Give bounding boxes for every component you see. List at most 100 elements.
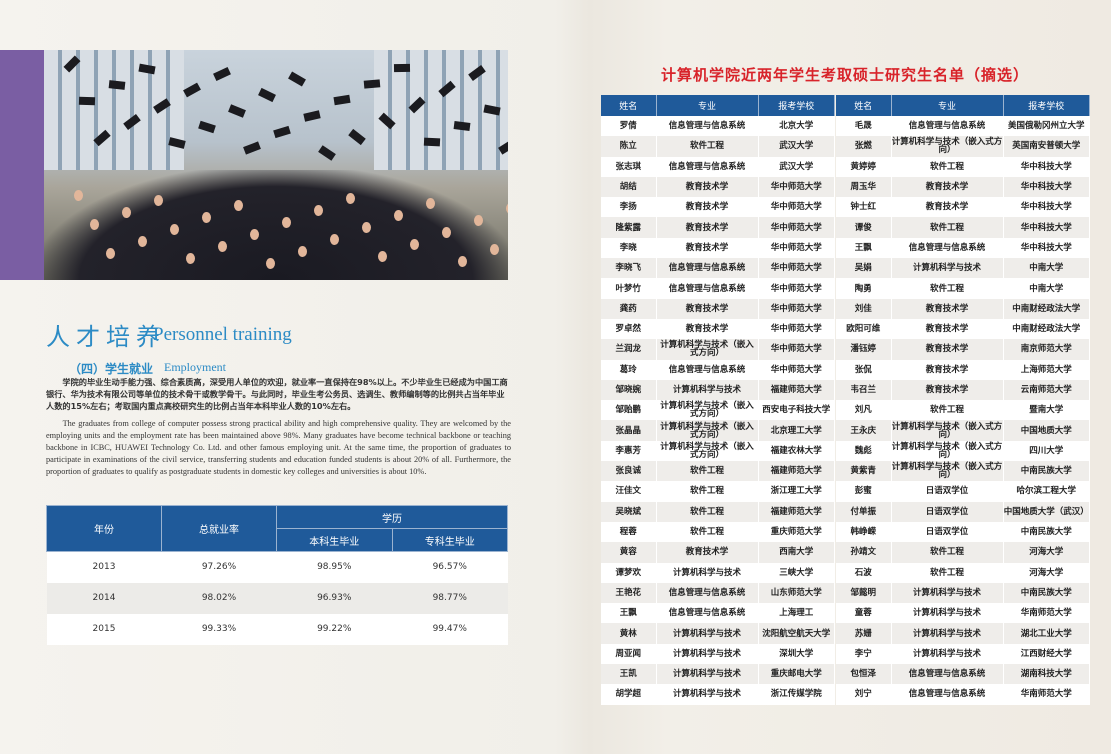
face-shape (234, 200, 243, 211)
table-row: 罗倩 信息管理与信息系统 北京大学 (601, 116, 835, 137)
table-row: 兰润龙 计算机科学与技术（嵌入式方向） 华中师范大学 (601, 339, 835, 360)
name-cell: 张志琪 (601, 156, 657, 177)
face-shape (154, 195, 163, 206)
bachelor-rate-cell: 96.93% (276, 582, 392, 614)
major-cell: 计算机科学与技术（嵌入式方向） (656, 440, 759, 462)
table-row: 龚药 教育技术学 华中师范大学 (601, 298, 835, 319)
major-cell: 教育技术学 (656, 318, 759, 340)
major-cell: 教育技术学 (891, 318, 1004, 340)
face-shape (314, 205, 323, 216)
graduation-cap-shape (78, 96, 96, 106)
graduation-photo (44, 50, 508, 280)
year-cell: 2015 (46, 613, 162, 645)
table-row: 刘宁 信息管理与信息系统 华南师范大学 (836, 684, 1090, 705)
table-row: 钟士红 教育技术学 华中科技大学 (836, 197, 1090, 218)
major-cell: 教育技术学 (656, 298, 759, 319)
major-cell: 计算机科学与技术 (891, 582, 1004, 604)
school-cell: 上海理工 (758, 603, 835, 624)
name-cell: 吴晓斌 (601, 501, 657, 522)
school-cell: 华中师范大学 (758, 237, 835, 259)
major-cell: 信息管理与信息系统 (656, 258, 759, 279)
table-row: 苏姗 计算机科学与技术 湖北工业大学 (836, 623, 1090, 644)
name-cell: 隆紫露 (601, 217, 657, 238)
table-row: 石波 软件工程 河海大学 (836, 562, 1090, 583)
header-major: 专业 (656, 95, 759, 116)
face-shape (170, 224, 179, 235)
school-cell: 河海大学 (1003, 542, 1090, 563)
bachelor-rate-cell: 99.22% (276, 613, 392, 645)
table-row: 吴娟 计算机科学与技术 中南大学 (836, 258, 1090, 279)
face-shape (474, 215, 483, 226)
face-shape (442, 227, 451, 238)
name-cell: 孙靖文 (836, 542, 892, 563)
name-cell: 谭俊 (836, 217, 892, 238)
school-cell: 中南财经政法大学 (1003, 298, 1090, 319)
name-cell: 王艳花 (601, 582, 657, 604)
major-cell: 日语双学位 (891, 501, 1004, 522)
name-cell: 罗卓然 (601, 318, 657, 340)
table-row: 胡结 教育技术学 华中师范大学 (601, 176, 835, 198)
junior-rate-cell: 98.77% (392, 582, 508, 614)
table-row: 韩峥嵘 日语双学位 中南民族大学 (836, 521, 1090, 543)
face-shape (410, 239, 419, 250)
table-row: 韦召兰 教育技术学 云南师范大学 (836, 379, 1090, 401)
major-cell: 信息管理与信息系统 (656, 603, 759, 624)
table-row: 魏彪 计算机科学与技术（嵌入式方向） 四川大学 (836, 440, 1090, 462)
table-row: 王艳花 信息管理与信息系统 山东师范大学 (601, 582, 835, 604)
major-cell: 软件工程 (891, 562, 1004, 583)
school-cell: 浙江理工大学 (758, 481, 835, 502)
name-cell: 童蓉 (836, 603, 892, 624)
school-cell: 华中师范大学 (758, 176, 835, 198)
major-cell: 信息管理与信息系统 (891, 664, 1004, 685)
major-cell: 软件工程 (656, 521, 759, 543)
major-cell: 教育技术学 (656, 542, 759, 563)
total-rate-cell: 98.02% (161, 582, 277, 614)
graduation-cap-shape (273, 125, 291, 139)
major-cell: 教育技术学 (891, 339, 1004, 360)
graduation-cap-shape (348, 128, 366, 146)
table-row: 叶梦竹 信息管理与信息系统 华中师范大学 (601, 278, 835, 299)
major-cell: 信息管理与信息系统 (656, 582, 759, 604)
table-row: 邹晓婉 计算机科学与技术 福建师范大学 (601, 379, 835, 401)
name-cell: 付单振 (836, 501, 892, 522)
school-cell: 西南大学 (758, 542, 835, 563)
table-row: 王永庆 计算机科学与技术（嵌入式方向） 中国地质大学 (836, 420, 1090, 441)
major-cell: 计算机科学与技术 (891, 623, 1004, 644)
school-cell: 沈阳航空航天大学 (758, 623, 835, 644)
table-row: 邹贻鹏 计算机科学与技术（嵌入式方向） 西安电子科技大学 (601, 400, 835, 421)
school-cell: 北京理工大学 (758, 420, 835, 441)
name-cell: 邹贻鹏 (601, 400, 657, 421)
name-cell: 刘凡 (836, 400, 892, 421)
graduation-cap-shape (318, 145, 336, 161)
school-cell: 福建师范大学 (758, 379, 835, 401)
section-title-cn: 人才培养 (46, 323, 166, 351)
school-cell: 中南财经政法大学 (1003, 318, 1090, 340)
school-cell: 华中师范大学 (758, 359, 835, 380)
table-row: 邹懿明 计算机科学与技术 中南民族大学 (836, 582, 1090, 604)
table-row: 周玉华 教育技术学 华中科技大学 (836, 176, 1090, 198)
table-row: 2015 99.33% 99.22% 99.47% (46, 613, 508, 645)
school-cell: 西安电子科技大学 (758, 400, 835, 421)
school-cell: 中国地质大学（武汉） (1003, 501, 1090, 522)
name-cell: 程蓉 (601, 521, 657, 543)
major-cell: 软件工程 (656, 481, 759, 502)
major-cell: 软件工程 (891, 542, 1004, 563)
table-row: 张良诚 软件工程 福建师范大学 (601, 461, 835, 482)
table-row: 罗卓然 教育技术学 华中师范大学 (601, 318, 835, 340)
name-cell: 李惠芳 (601, 440, 657, 462)
table-row: 毛晟 信息管理与信息系统 美国俄勒冈州立大学 (836, 116, 1090, 137)
face-shape (298, 246, 307, 257)
major-cell: 教育技术学 (656, 176, 759, 198)
graduation-cap-shape (243, 141, 261, 155)
major-cell: 软件工程 (656, 461, 759, 482)
face-shape (506, 203, 508, 214)
school-cell: 四川大学 (1003, 440, 1090, 462)
table-row: 包恒泽 信息管理与信息系统 湖南科技大学 (836, 664, 1090, 685)
school-cell: 河海大学 (1003, 562, 1090, 583)
name-cell: 刘佳 (836, 298, 892, 319)
school-cell: 暨南大学 (1003, 400, 1090, 421)
table-row: 李晓 教育技术学 华中师范大学 (601, 237, 835, 259)
major-cell: 软件工程 (891, 156, 1004, 177)
subsection-title-cn: （四）学生就业 (69, 362, 154, 376)
name-cell: 邹懿明 (836, 582, 892, 604)
